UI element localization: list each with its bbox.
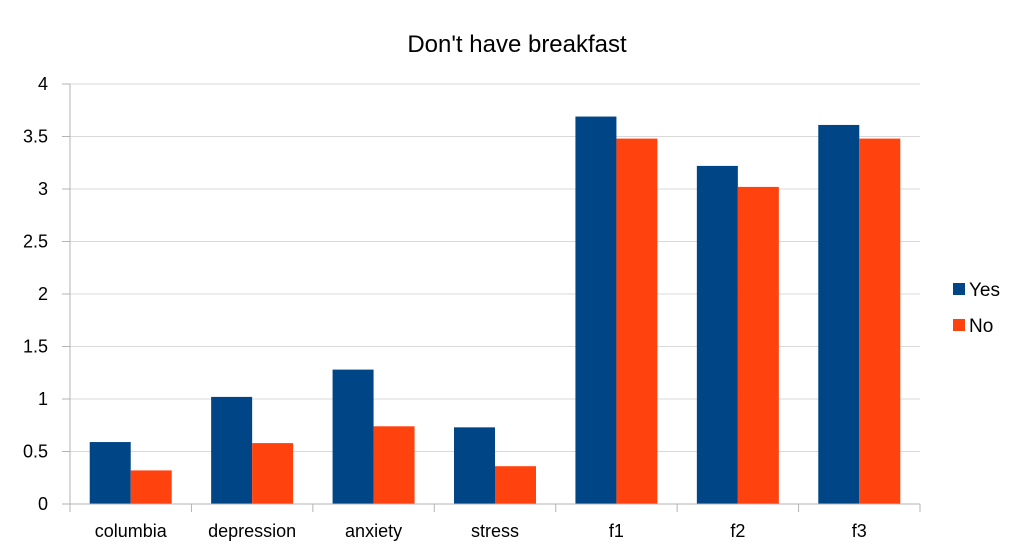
y-tick-label: 1.5 xyxy=(23,337,48,357)
bar-stress-no xyxy=(495,466,536,504)
y-tick-label: 3.5 xyxy=(23,127,48,147)
bar-columbia-yes xyxy=(89,442,131,504)
x-tick-label: f3 xyxy=(852,521,867,541)
bars xyxy=(89,116,901,505)
y-axis-ticks: 0 0.5 1 1.5 2 2.5 3 3.5 4 xyxy=(23,74,48,514)
y-tick-label: 2 xyxy=(38,284,48,304)
bar-stress-yes xyxy=(454,427,495,504)
bar-depression-no xyxy=(252,443,294,504)
y-tick-label: 1 xyxy=(38,389,48,409)
bar-f3-yes xyxy=(818,124,860,504)
legend-label-no: No xyxy=(969,316,993,337)
bar-f2-yes xyxy=(696,165,738,504)
bar-depression-yes xyxy=(211,396,253,504)
x-tick-label: f2 xyxy=(730,521,745,541)
y-tick-label: 4 xyxy=(38,74,48,94)
bar-f1-no xyxy=(616,138,658,504)
bar-anxiety-no xyxy=(373,426,415,504)
bar-f2-no xyxy=(737,186,779,504)
x-tick-label: stress xyxy=(471,521,519,541)
legend: Yes No xyxy=(953,280,1000,337)
bar-f3-no xyxy=(859,138,901,504)
y-tick-label: 2.5 xyxy=(23,232,48,252)
x-tick-label: anxiety xyxy=(345,521,402,541)
legend-label-yes: Yes xyxy=(969,280,1000,301)
gridlines xyxy=(70,83,920,452)
axes xyxy=(62,83,921,512)
chart-title: Don't have breakfast xyxy=(407,31,627,58)
x-axis-ticks: columbia depression anxiety stress f1 f2 f3 xyxy=(95,521,867,541)
x-tick-label: depression xyxy=(208,521,296,541)
bar-f1-yes xyxy=(575,116,617,505)
x-tick-label: f1 xyxy=(609,521,624,541)
legend-swatch-yes xyxy=(953,283,965,295)
y-tick-label: 0.5 xyxy=(23,442,48,462)
legend-swatch-no xyxy=(953,319,965,331)
y-tick-label: 3 xyxy=(38,179,48,199)
y-tick-label: 0 xyxy=(38,494,48,514)
bar-anxiety-yes xyxy=(332,369,374,504)
bar-columbia-no xyxy=(130,470,172,504)
x-tick-label: columbia xyxy=(95,521,168,541)
